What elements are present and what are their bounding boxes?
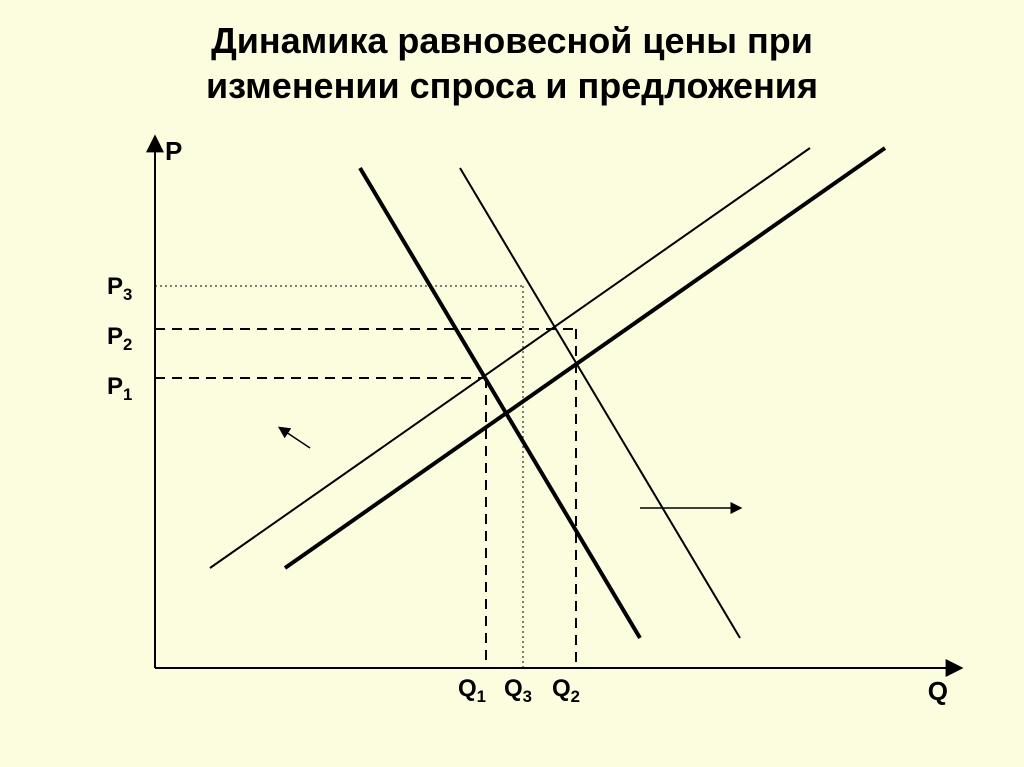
economics-chart: P Q P3 P2 P1 Q1 Q3 Q2: [0, 108, 1024, 748]
label-p2: P2: [107, 323, 132, 354]
supply-shift-arrow: [280, 428, 310, 448]
supply-curve-1: [210, 148, 810, 568]
chart-container: P Q P3 P2 P1 Q1 Q3 Q2: [0, 108, 1024, 748]
label-q1: Q1: [458, 675, 486, 706]
label-q3: Q3: [504, 675, 532, 706]
title-line2: изменении спроса и предложения: [0, 63, 1024, 108]
label-q2: Q2: [552, 675, 580, 706]
supply-curve-2: [285, 148, 885, 568]
label-p3: P3: [107, 273, 132, 304]
label-p1: P1: [107, 373, 132, 404]
y-axis-label: P: [165, 136, 182, 166]
x-axis-label: Q: [928, 676, 948, 706]
demand-curve-1: [360, 168, 640, 638]
title-line1: Динамика равновесной цены при: [0, 18, 1024, 63]
